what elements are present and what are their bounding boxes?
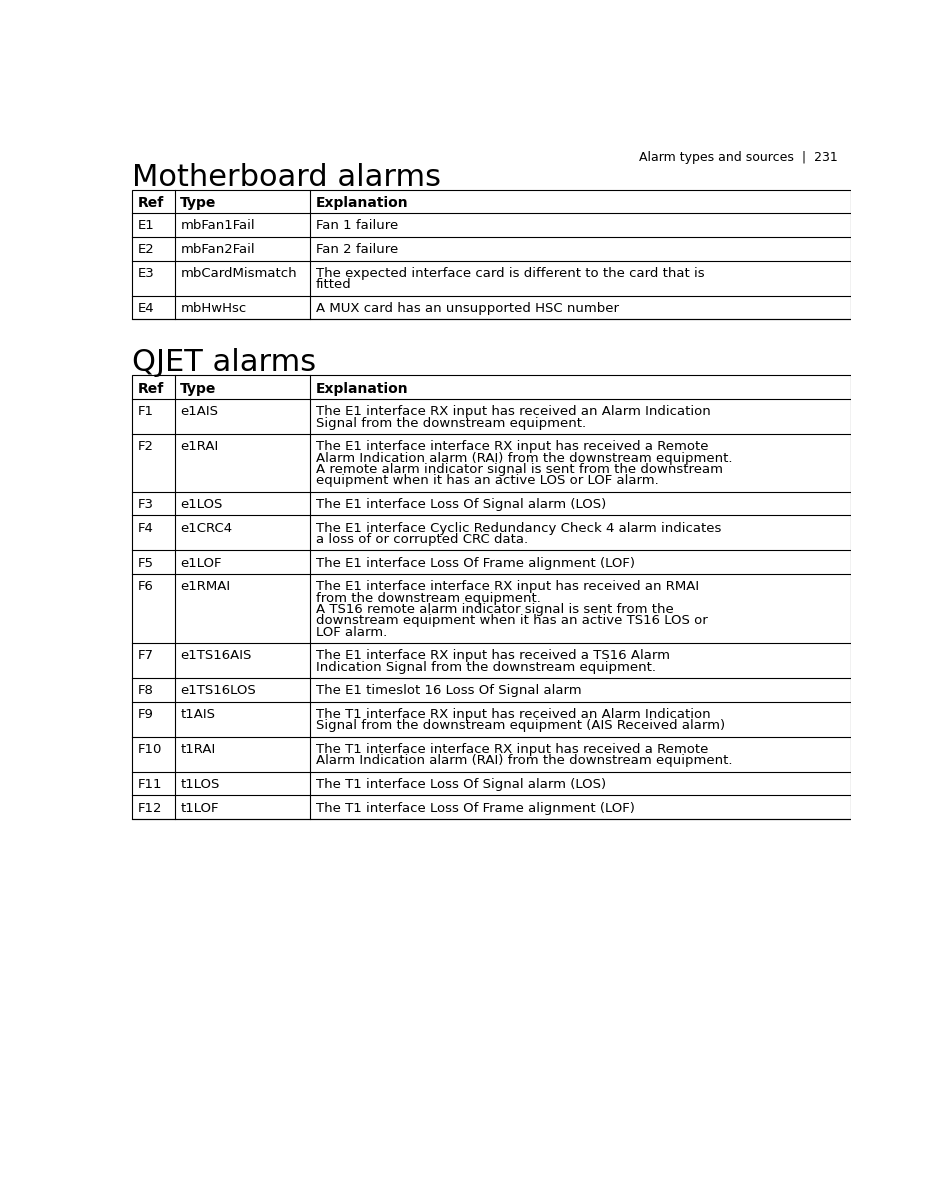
Text: F8: F8: [137, 684, 153, 697]
Text: F3: F3: [137, 498, 153, 511]
Text: F7: F7: [137, 649, 153, 662]
Bar: [132, 189, 851, 319]
Text: LOF alarm.: LOF alarm.: [316, 625, 387, 638]
Text: e1TS16AIS: e1TS16AIS: [181, 649, 252, 662]
Text: QJET alarms: QJET alarms: [132, 349, 316, 377]
Text: F6: F6: [137, 580, 153, 593]
Text: mbFan1Fail: mbFan1Fail: [181, 220, 254, 233]
Text: mbHwHsc: mbHwHsc: [181, 301, 247, 314]
Text: Signal from the downstream equipment (AIS Received alarm): Signal from the downstream equipment (AI…: [316, 719, 725, 732]
Text: F2: F2: [137, 440, 153, 453]
Text: F11: F11: [137, 778, 162, 791]
Text: Fan 1 failure: Fan 1 failure: [316, 220, 398, 233]
Text: F5: F5: [137, 557, 153, 570]
Text: e1RMAI: e1RMAI: [181, 580, 231, 593]
Text: Motherboard alarms: Motherboard alarms: [132, 163, 441, 191]
Text: mbFan2Fail: mbFan2Fail: [181, 243, 254, 256]
Text: Signal from the downstream equipment.: Signal from the downstream equipment.: [316, 416, 586, 429]
Text: t1LOS: t1LOS: [181, 778, 219, 791]
Text: e1TS16LOS: e1TS16LOS: [181, 684, 256, 697]
Text: e1RAI: e1RAI: [181, 440, 219, 453]
Text: from the downstream equipment.: from the downstream equipment.: [316, 591, 541, 604]
Text: The expected interface card is different to the card that is: The expected interface card is different…: [316, 267, 705, 280]
Text: The T1 interface Loss Of Signal alarm (LOS): The T1 interface Loss Of Signal alarm (L…: [316, 778, 606, 791]
Text: F9: F9: [137, 708, 153, 721]
Text: e1AIS: e1AIS: [181, 405, 219, 418]
Text: The T1 interface Loss Of Frame alignment (LOF): The T1 interface Loss Of Frame alignment…: [316, 801, 635, 814]
Text: The T1 interface RX input has received an Alarm Indication: The T1 interface RX input has received a…: [316, 708, 710, 721]
Text: t1RAI: t1RAI: [181, 742, 216, 755]
Text: mbCardMismatch: mbCardMismatch: [181, 267, 297, 280]
Text: A remote alarm indicator signal is sent from the downstream: A remote alarm indicator signal is sent …: [316, 463, 723, 476]
Text: E2: E2: [137, 243, 154, 256]
Text: Ref: Ref: [137, 196, 164, 209]
Text: Alarm Indication alarm (RAI) from the downstream equipment.: Alarm Indication alarm (RAI) from the do…: [316, 754, 732, 767]
Text: The E1 interface Loss Of Frame alignment (LOF): The E1 interface Loss Of Frame alignment…: [316, 557, 635, 570]
Text: The T1 interface interface RX input has received a Remote: The T1 interface interface RX input has …: [316, 742, 709, 755]
Text: Fan 2 failure: Fan 2 failure: [316, 243, 398, 256]
Text: F10: F10: [137, 742, 162, 755]
Text: A MUX card has an unsupported HSC number: A MUX card has an unsupported HSC number: [316, 301, 619, 314]
Text: e1LOS: e1LOS: [181, 498, 222, 511]
Text: Explanation: Explanation: [316, 196, 409, 209]
Text: F1: F1: [137, 405, 153, 418]
Text: The E1 interface Cyclic Redundancy Check 4 alarm indicates: The E1 interface Cyclic Redundancy Check…: [316, 521, 721, 534]
Text: The E1 interface RX input has received an Alarm Indication: The E1 interface RX input has received a…: [316, 405, 710, 418]
Text: E3: E3: [137, 267, 154, 280]
Text: Explanation: Explanation: [316, 382, 409, 396]
Text: Type: Type: [181, 196, 217, 209]
Text: F4: F4: [137, 521, 153, 534]
Text: F12: F12: [137, 801, 162, 814]
Text: Ref: Ref: [137, 382, 164, 396]
Text: downstream equipment when it has an active TS16 LOS or: downstream equipment when it has an acti…: [316, 615, 708, 628]
Text: Indication Signal from the downstream equipment.: Indication Signal from the downstream eq…: [316, 661, 656, 674]
Text: The E1 interface Loss Of Signal alarm (LOS): The E1 interface Loss Of Signal alarm (L…: [316, 498, 606, 511]
Text: fitted: fitted: [316, 278, 352, 291]
Text: The E1 interface interface RX input has received a Remote: The E1 interface interface RX input has …: [316, 440, 709, 453]
Bar: [132, 376, 851, 819]
Text: Type: Type: [181, 382, 217, 396]
Text: The E1 timeslot 16 Loss Of Signal alarm: The E1 timeslot 16 Loss Of Signal alarm: [316, 684, 582, 697]
Text: The E1 interface interface RX input has received an RMAI: The E1 interface interface RX input has …: [316, 580, 699, 593]
Text: e1CRC4: e1CRC4: [181, 521, 233, 534]
Text: E1: E1: [137, 220, 154, 233]
Text: E4: E4: [137, 301, 154, 314]
Text: Alarm types and sources  |  231: Alarm types and sources | 231: [639, 151, 837, 164]
Text: The E1 interface RX input has received a TS16 Alarm: The E1 interface RX input has received a…: [316, 649, 670, 662]
Text: A TS16 remote alarm indicator signal is sent from the: A TS16 remote alarm indicator signal is …: [316, 603, 674, 616]
Text: Alarm Indication alarm (RAI) from the downstream equipment.: Alarm Indication alarm (RAI) from the do…: [316, 452, 732, 465]
Text: t1AIS: t1AIS: [181, 708, 216, 721]
Text: equipment when it has an active LOS or LOF alarm.: equipment when it has an active LOS or L…: [316, 474, 658, 487]
Text: a loss of or corrupted CRC data.: a loss of or corrupted CRC data.: [316, 533, 528, 546]
Text: t1LOF: t1LOF: [181, 801, 219, 814]
Text: e1LOF: e1LOF: [181, 557, 221, 570]
